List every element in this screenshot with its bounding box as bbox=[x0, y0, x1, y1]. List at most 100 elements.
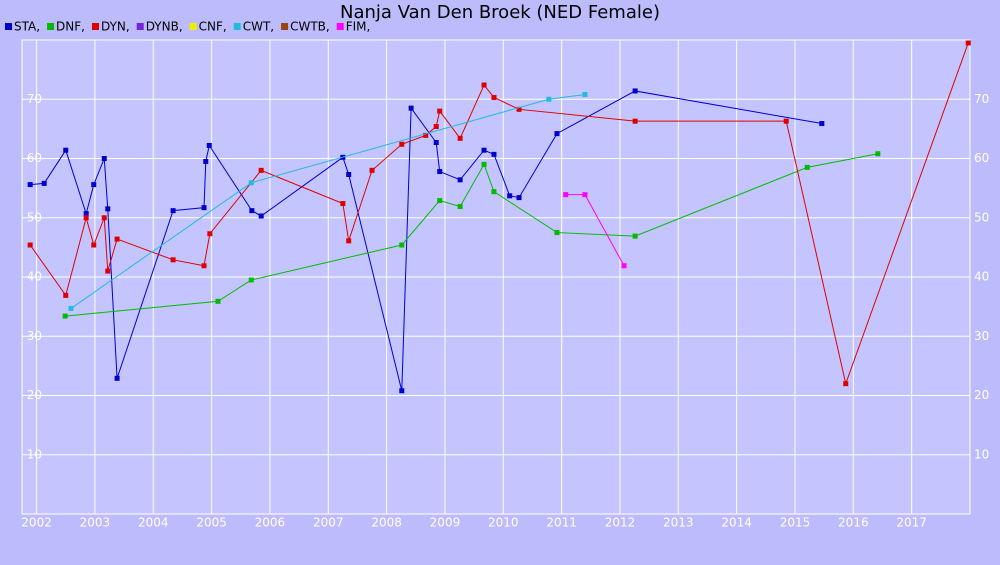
data-point bbox=[516, 195, 522, 201]
chart-title: Nanja Van Den Broek (NED Female) bbox=[340, 2, 660, 23]
y2-tick-label: 60 bbox=[974, 151, 989, 165]
legend-label: STA, bbox=[14, 20, 40, 34]
data-point bbox=[457, 203, 463, 209]
x-tick-label: 2003 bbox=[80, 516, 111, 530]
x-tick-label: 2009 bbox=[430, 516, 461, 530]
data-point bbox=[491, 151, 497, 157]
data-point bbox=[804, 164, 810, 170]
data-point bbox=[457, 135, 463, 141]
y2-tick-label: 20 bbox=[974, 388, 989, 402]
data-point bbox=[433, 124, 439, 130]
x-tick-label: 2013 bbox=[663, 516, 694, 530]
data-point bbox=[207, 231, 213, 237]
data-point bbox=[27, 242, 33, 248]
x-tick-label: 2015 bbox=[780, 516, 811, 530]
data-point bbox=[91, 182, 97, 188]
y-tick-label: 30 bbox=[27, 329, 42, 343]
data-point bbox=[105, 206, 111, 212]
legend-label: CNF, bbox=[199, 20, 227, 34]
y2-tick-label: 70 bbox=[974, 92, 989, 106]
data-point bbox=[621, 263, 627, 269]
data-point bbox=[546, 96, 552, 102]
x-tick-label: 2005 bbox=[196, 516, 227, 530]
data-point bbox=[491, 94, 497, 100]
y-tick-label: 20 bbox=[27, 388, 42, 402]
data-point bbox=[201, 263, 207, 269]
data-point bbox=[258, 213, 264, 219]
x-tick-label: 2016 bbox=[838, 516, 869, 530]
data-point bbox=[83, 211, 89, 217]
x-tick-label: 2010 bbox=[488, 516, 519, 530]
data-point bbox=[170, 208, 176, 214]
data-point bbox=[481, 147, 487, 153]
x-tick-label: 2007 bbox=[313, 516, 344, 530]
data-point bbox=[819, 121, 825, 127]
data-point bbox=[457, 177, 463, 183]
data-point bbox=[481, 82, 487, 88]
data-point bbox=[248, 277, 254, 283]
legend-label: DYNB, bbox=[146, 20, 183, 34]
y-tick-label: 60 bbox=[27, 151, 42, 165]
data-point bbox=[433, 140, 439, 146]
data-point bbox=[582, 92, 588, 98]
y2-tick-label: 30 bbox=[974, 329, 989, 343]
data-point bbox=[563, 192, 569, 198]
data-point bbox=[62, 313, 68, 319]
data-point bbox=[249, 208, 255, 214]
data-point bbox=[491, 189, 497, 195]
data-point bbox=[114, 375, 120, 381]
data-point bbox=[63, 292, 69, 298]
y-tick-label: 50 bbox=[27, 210, 42, 224]
data-point bbox=[258, 167, 264, 173]
data-point bbox=[41, 180, 47, 186]
data-point bbox=[27, 182, 33, 188]
data-point bbox=[101, 156, 107, 161]
data-point bbox=[632, 233, 638, 239]
data-point bbox=[875, 151, 881, 157]
legend-label: DYN, bbox=[101, 20, 130, 34]
data-point bbox=[203, 158, 209, 164]
data-point bbox=[369, 167, 375, 173]
data-point bbox=[105, 268, 111, 274]
data-point bbox=[554, 230, 560, 236]
data-point bbox=[399, 242, 405, 248]
legend-swatch bbox=[91, 23, 99, 30]
x-tick-label: 2008 bbox=[371, 516, 402, 530]
legend-label: CWT, bbox=[243, 20, 274, 34]
data-point bbox=[206, 142, 212, 148]
data-point bbox=[965, 40, 971, 46]
data-point bbox=[170, 257, 176, 263]
legend-label: DNF, bbox=[56, 20, 85, 34]
legend-swatch bbox=[233, 23, 241, 30]
data-point bbox=[554, 131, 560, 137]
data-point bbox=[481, 161, 487, 167]
legend-swatch bbox=[136, 23, 144, 30]
data-point bbox=[215, 298, 221, 304]
data-point bbox=[783, 118, 789, 124]
data-point bbox=[201, 205, 207, 211]
data-point bbox=[408, 105, 414, 111]
legend-swatch bbox=[281, 23, 289, 30]
x-tick-label: 2017 bbox=[896, 516, 927, 530]
x-tick-label: 2012 bbox=[605, 516, 636, 530]
y-tick-label: 40 bbox=[27, 270, 42, 284]
legend-swatch bbox=[336, 23, 344, 30]
data-point bbox=[83, 215, 89, 221]
data-point bbox=[437, 169, 443, 175]
legend-label: CWTB, bbox=[290, 20, 330, 34]
legend-swatch bbox=[5, 23, 12, 30]
data-point bbox=[248, 180, 254, 186]
data-point bbox=[423, 132, 429, 138]
data-point bbox=[843, 381, 849, 387]
x-tick-label: 2006 bbox=[255, 516, 286, 530]
y-tick-label: 70 bbox=[27, 92, 42, 106]
x-tick-label: 2011 bbox=[546, 516, 577, 530]
data-point bbox=[516, 106, 522, 112]
series-line bbox=[65, 153, 878, 317]
data-point bbox=[399, 141, 405, 147]
series-line bbox=[29, 42, 969, 386]
data-point bbox=[437, 198, 443, 204]
data-point bbox=[68, 305, 74, 311]
y2-tick-label: 10 bbox=[974, 447, 989, 461]
data-point bbox=[346, 238, 352, 244]
